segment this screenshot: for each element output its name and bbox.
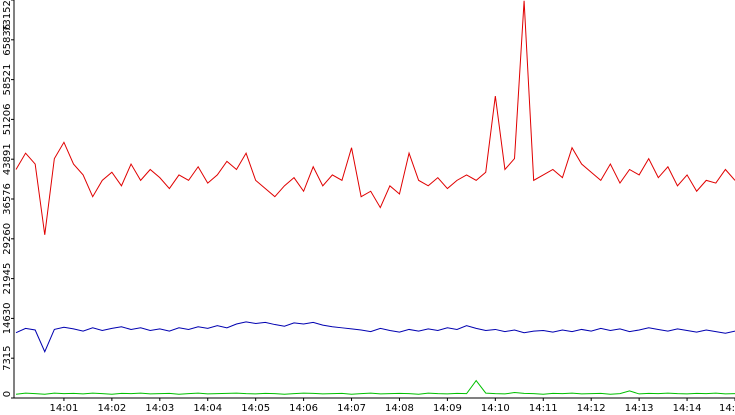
y-tick-label: 51206 bbox=[2, 103, 13, 135]
series-line bbox=[15, 0, 735, 235]
y-tick-label: 7315 bbox=[2, 345, 13, 370]
y-tick-label: 21945 bbox=[2, 263, 13, 295]
x-tick-label: 14:14 bbox=[673, 403, 702, 414]
y-tick-label: 73152 bbox=[2, 0, 13, 32]
x-tick-label: 14:05 bbox=[241, 403, 270, 414]
x-tick-label: 14:01 bbox=[50, 403, 79, 414]
x-tick-label: 14: bbox=[719, 403, 735, 414]
y-tick-label: 65836 bbox=[2, 24, 13, 56]
x-tick-label: 14:02 bbox=[97, 403, 126, 414]
y-tick-label: 58521 bbox=[2, 64, 13, 96]
x-tick-label: 14:08 bbox=[385, 403, 414, 414]
y-tick-label: 14630 bbox=[2, 302, 13, 334]
x-tick-label: 14:04 bbox=[193, 403, 222, 414]
x-tick-label: 14:07 bbox=[337, 403, 366, 414]
y-tick-label: 0 bbox=[2, 391, 13, 397]
y-tick-label: 36576 bbox=[2, 183, 13, 215]
series-line bbox=[15, 379, 735, 395]
x-tick-label: 14:03 bbox=[145, 403, 174, 414]
y-tick-label: 43891 bbox=[2, 143, 13, 175]
y-tick-label: 29260 bbox=[2, 223, 13, 255]
x-tick-label: 14:12 bbox=[577, 403, 606, 414]
series-line bbox=[15, 321, 735, 354]
x-tick-label: 14:06 bbox=[289, 403, 318, 414]
x-tick-label: 14:11 bbox=[529, 403, 558, 414]
x-tick-label: 14:10 bbox=[481, 403, 510, 414]
x-tick-label: 14:09 bbox=[433, 403, 462, 414]
x-tick-label: 14:13 bbox=[625, 403, 654, 414]
